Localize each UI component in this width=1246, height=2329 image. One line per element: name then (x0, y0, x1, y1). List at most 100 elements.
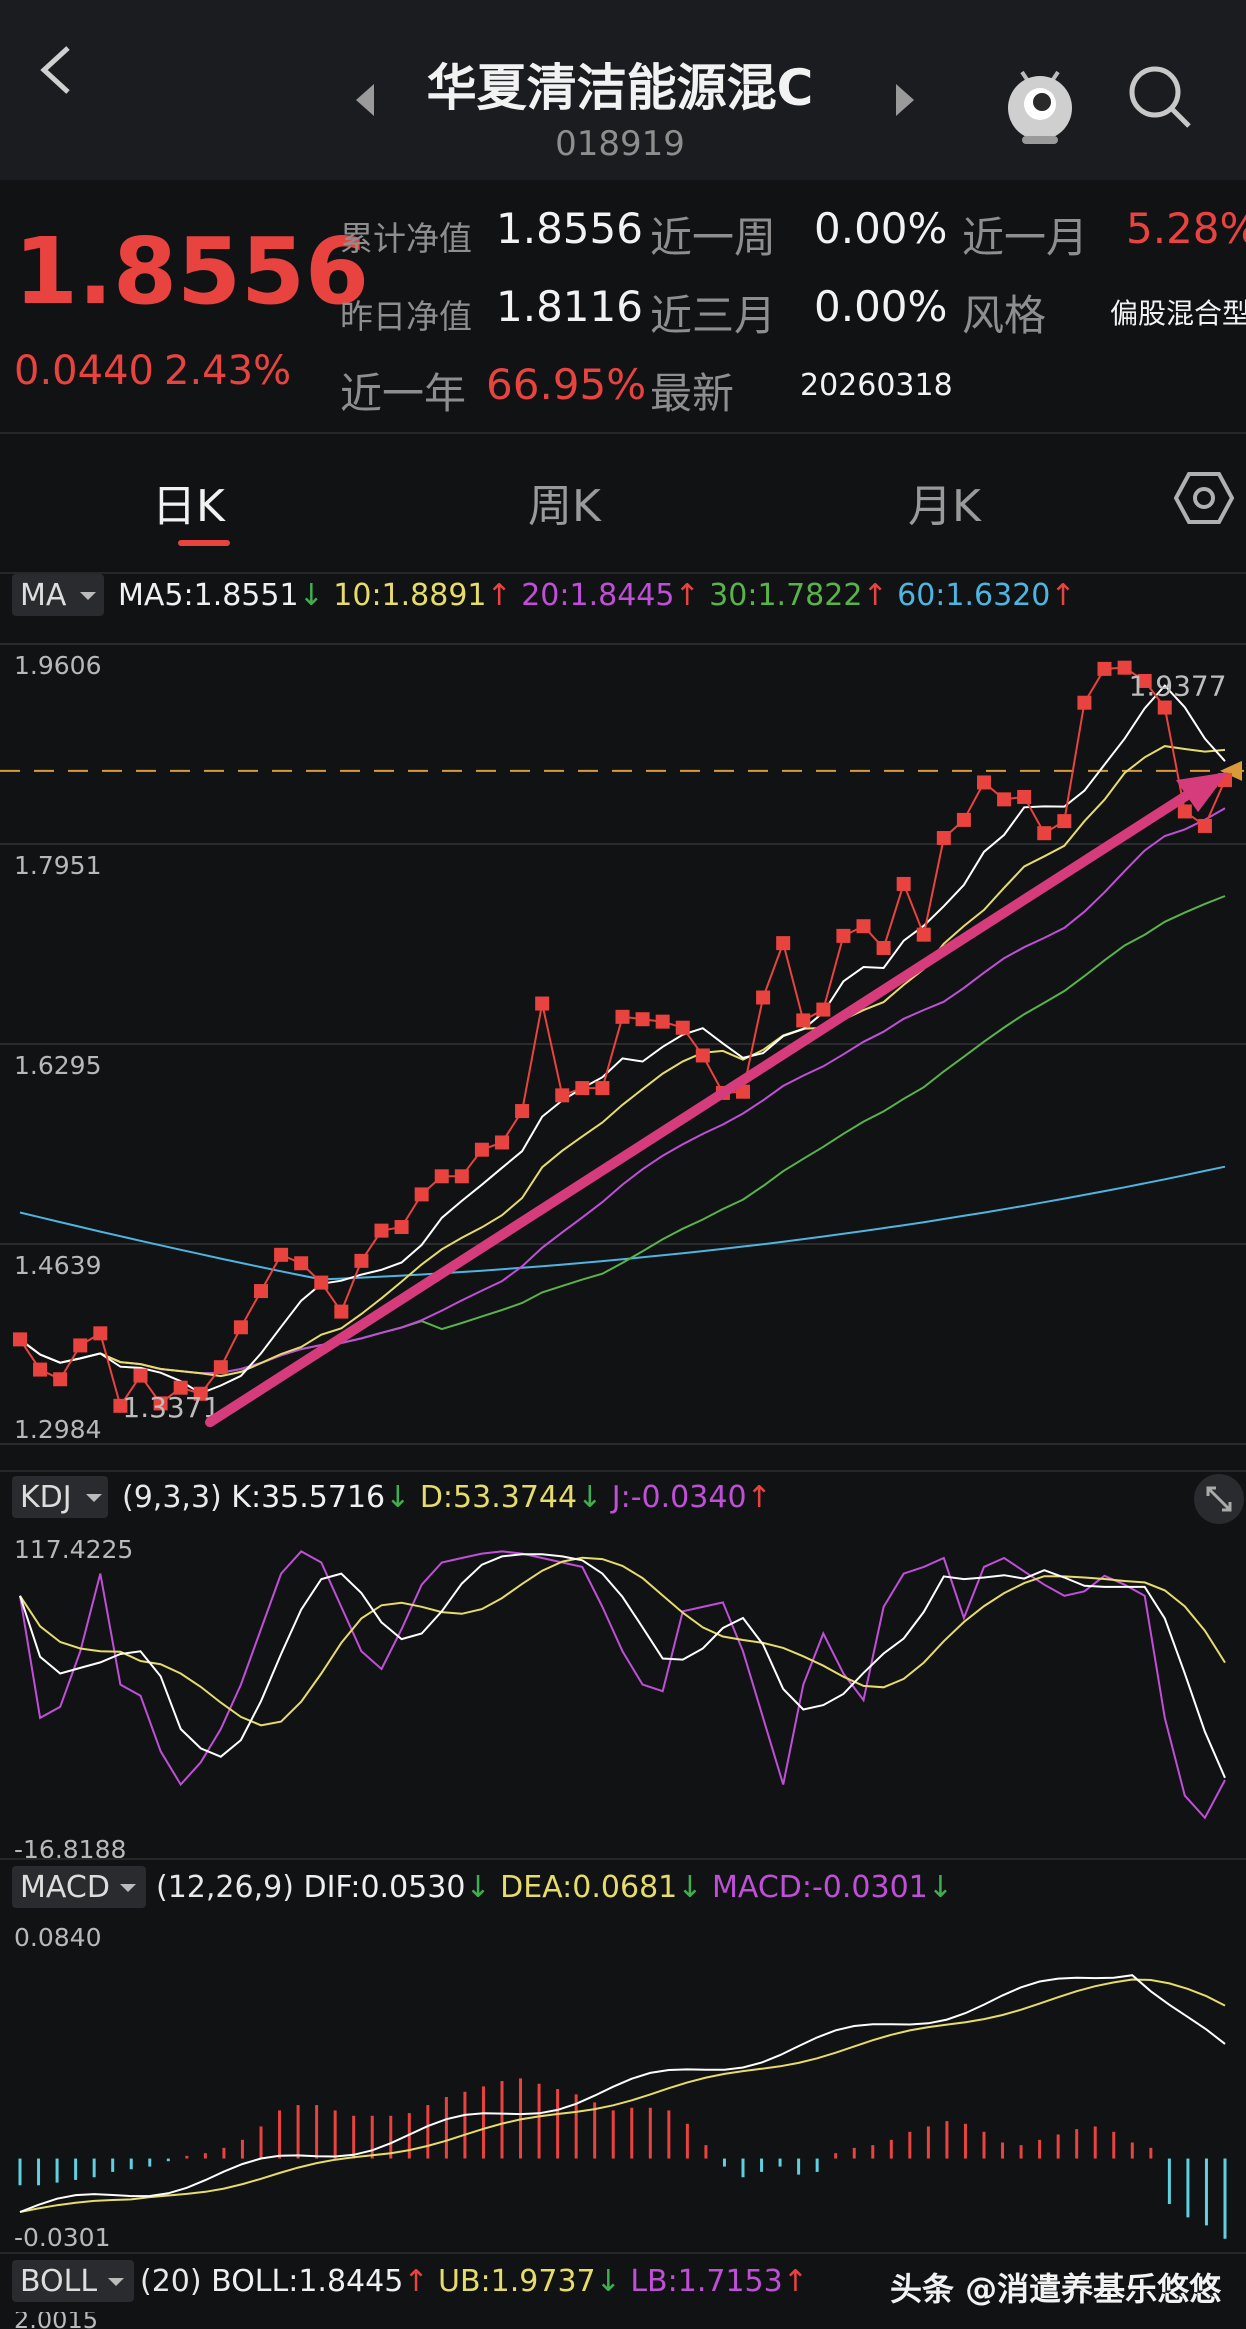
y-tick-label: 1.7951 (14, 851, 101, 880)
cum-nav-value: 1.8556 (496, 204, 643, 253)
caret-down-icon (108, 2278, 124, 2286)
next-fund-button[interactable] (890, 80, 920, 120)
ma5-line (19, 684, 1226, 1395)
macd-chart[interactable]: 0.0840 -0.0301 (0, 1914, 1246, 2252)
down-arrow-icon: ↓ (298, 578, 324, 613)
mascot-icon (1008, 70, 1072, 144)
nav-point (1137, 673, 1152, 688)
nav-point (93, 1326, 108, 1341)
kdj-selector-label: KDJ (20, 1480, 72, 1515)
latest-label: 最新 (650, 369, 735, 418)
mascot-button[interactable] (1000, 58, 1080, 148)
chevron-left-icon (40, 46, 70, 94)
up-arrow-icon: ↑ (782, 2264, 808, 2299)
divider (0, 572, 1246, 574)
boll-ub-value: UB:1.9737 (438, 2264, 596, 2299)
up-arrow-icon: ↑ (746, 1480, 772, 1515)
up-arrow-icon: ↑ (862, 578, 888, 613)
nav-point (836, 928, 851, 943)
ma60-line (19, 1165, 1226, 1281)
nav-point (916, 927, 931, 942)
kdj-legend: (9,3,3) K:35.5716↓ D:53.3744↓ J:-0.0340↑ (122, 1480, 772, 1515)
nav-point (977, 775, 991, 790)
down-arrow-icon: ↓ (927, 1870, 953, 1905)
back-button[interactable] (30, 40, 90, 100)
ma-selector[interactable]: MA (12, 574, 104, 616)
macd-dea-value: DEA:0.0681 (500, 1870, 678, 1905)
nav-point (776, 936, 791, 951)
nav-point (213, 1360, 228, 1375)
nav-point (856, 919, 871, 934)
nav-point (635, 1012, 650, 1027)
y-tick-label: 1.9606 (14, 651, 101, 680)
y-tick-label: 0.0840 (14, 1923, 101, 1952)
down-arrow-icon: ↓ (577, 1480, 603, 1515)
kdj-d-line (19, 1556, 1226, 1727)
high-annotation: 1.9377 (1129, 670, 1227, 703)
caret-down-icon (80, 592, 96, 600)
month-label: 近一月 (962, 213, 1089, 262)
boll-selector[interactable]: BOLL (12, 2260, 134, 2302)
nav-point (133, 1368, 148, 1383)
kdj-selector[interactable]: KDJ (12, 1476, 108, 1518)
down-arrow-icon: ↓ (465, 1870, 491, 1905)
nav-point (13, 1332, 27, 1347)
kdj-j-line (19, 1550, 1226, 1820)
nav-point (233, 1320, 248, 1335)
prev-nav-label: 昨日净值 (340, 297, 472, 336)
nav-point (53, 1372, 68, 1387)
kdj-chart[interactable]: 117.4225 -16.8188 (0, 1526, 1246, 1858)
boll-legend: (20) BOLL:1.8445↑ UB:1.9737↓ LB:1.7153↑ (140, 2264, 808, 2299)
nav-point (474, 1142, 489, 1157)
nav-price: 1.8556 (14, 218, 370, 325)
current-nav-marker (1220, 760, 1242, 781)
chart-settings-button[interactable] (1173, 470, 1235, 526)
nav-point (173, 1380, 188, 1395)
down-arrow-icon: ↓ (595, 2264, 621, 2299)
search-button[interactable] (1125, 62, 1195, 132)
low-annotation: 1.3371 (122, 1391, 220, 1424)
latest-value: 20260318 (800, 368, 953, 403)
nav-point (354, 1253, 369, 1268)
triangle-left-icon (356, 84, 374, 116)
hexagon-settings-icon (1173, 472, 1235, 524)
nav-point (1157, 700, 1172, 715)
nav-point (896, 876, 911, 891)
style-value: 偏股混合型 (1110, 297, 1246, 330)
macd-value: MACD:-0.0301 (711, 1870, 928, 1905)
up-arrow-icon: ↑ (674, 578, 700, 613)
nav-line (19, 666, 1226, 1409)
prev-nav-value: 1.8116 (496, 282, 643, 331)
ma30-value: 30:1.7822 (709, 578, 863, 613)
nav-point (454, 1169, 469, 1184)
tab-week-k[interactable]: 周K (528, 481, 601, 532)
boll-selector-label: BOLL (20, 2264, 98, 2299)
nav-point (515, 1104, 530, 1119)
tab-day-k[interactable]: 日K (152, 481, 225, 532)
style-label: 风格 (962, 291, 1047, 340)
nav-point (73, 1338, 88, 1353)
up-arrow-icon: ↑ (1050, 578, 1076, 613)
y-tick-label: 117.4225 (14, 1535, 133, 1564)
macd-dea-line (19, 1978, 1226, 2213)
expand-chart-button[interactable] (1194, 1474, 1244, 1524)
nav-point (956, 812, 971, 827)
caret-down-icon (86, 1494, 102, 1502)
year-label: 近一年 (340, 369, 467, 418)
divider (0, 1470, 1246, 1472)
y-tick-label: 1.2984 (14, 1415, 101, 1444)
nav-point (695, 1048, 710, 1063)
macd-legend: (12,26,9) DIF:0.0530↓ DEA:0.0681↓ MACD:-… (156, 1870, 953, 1905)
price-chart[interactable]: 1.9606 1.7951 1.6295 1.4639 1.2984 1.9377 1.33… (0, 624, 1246, 1470)
nav-point (294, 1256, 309, 1271)
nav-point (1177, 804, 1192, 819)
prev-fund-button[interactable] (350, 80, 380, 120)
nav-point (394, 1220, 409, 1235)
macd-selector[interactable]: MACD (12, 1866, 146, 1908)
divider (0, 432, 1246, 434)
tab-month-k[interactable]: 月K (908, 481, 981, 532)
ma-legend: MA5:1.8551↓ 10:1.8891↑ 20:1.8445↑ 30:1.7… (118, 578, 1076, 613)
fund-title: 华夏清洁能源混C (426, 59, 814, 117)
nav-change: 0.0440 (14, 348, 154, 394)
ma20-line (19, 807, 1226, 1375)
